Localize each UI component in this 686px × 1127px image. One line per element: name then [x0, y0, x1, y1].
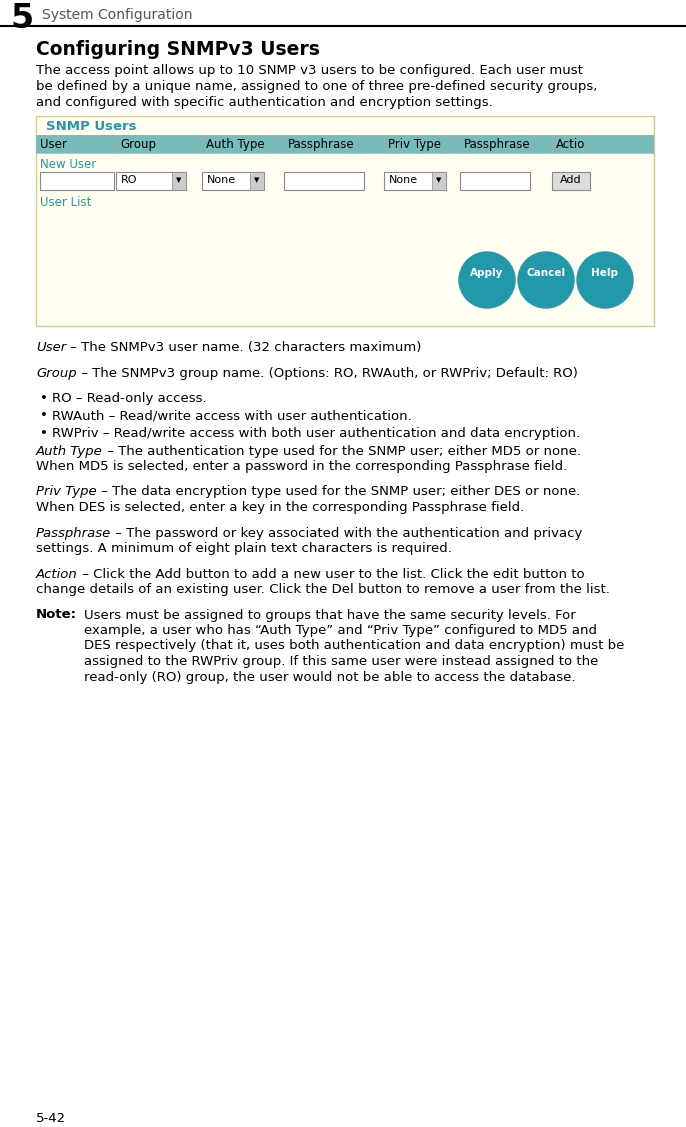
Text: Priv Type: Priv Type	[36, 486, 97, 498]
Bar	[40, 172, 114, 190]
Circle shape	[459, 252, 515, 308]
Bar	[552, 172, 590, 190]
Text: – Click the Add button to add a new user to the list. Click the edit button to: – Click the Add button to add a new user…	[78, 568, 584, 580]
Bar	[384, 172, 446, 190]
Text: – The password or key associated with the authentication and privacy: – The password or key associated with th…	[111, 526, 582, 540]
Bar	[432, 172, 446, 190]
Text: be defined by a unique name, assigned to one of three pre-defined security group: be defined by a unique name, assigned to…	[36, 80, 598, 94]
Text: ▼: ▼	[176, 177, 182, 183]
Text: User: User	[36, 341, 67, 354]
Text: example, a user who has “Auth Type” and “Priv Type” configured to MD5 and: example, a user who has “Auth Type” and …	[84, 624, 597, 637]
Text: Passphrase: Passphrase	[464, 137, 531, 151]
Text: None: None	[389, 175, 418, 185]
Bar	[202, 172, 264, 190]
Text: read-only (RO) group, the user would not be able to access the database.: read-only (RO) group, the user would not…	[84, 671, 576, 683]
Text: and configured with specific authentication and encryption settings.: and configured with specific authenticat…	[36, 96, 493, 109]
Text: Auth Type: Auth Type	[36, 444, 103, 458]
Circle shape	[518, 252, 574, 308]
Text: Cancel: Cancel	[526, 268, 565, 278]
Text: 5-42: 5-42	[36, 1112, 66, 1125]
Text: Actio: Actio	[556, 137, 585, 151]
Text: •: •	[40, 427, 48, 440]
Text: User: User	[40, 137, 67, 151]
Bar	[36, 116, 654, 326]
Text: RWAuth – Read/write access with user authentication.: RWAuth – Read/write access with user aut…	[52, 409, 412, 423]
Text: – The authentication type used for the SNMP user; either MD5 or none.: – The authentication type used for the S…	[103, 444, 581, 458]
Text: Passphrase: Passphrase	[288, 137, 355, 151]
Text: RWPriv – Read/write access with both user authentication and data encryption.: RWPriv – Read/write access with both use…	[52, 427, 580, 440]
Bar	[36, 135, 654, 153]
Text: •: •	[40, 409, 48, 423]
Text: Group: Group	[120, 137, 156, 151]
Text: Group: Group	[36, 366, 77, 380]
Text: – The SNMPv3 user name. (32 characters maximum): – The SNMPv3 user name. (32 characters m…	[67, 341, 422, 354]
Text: Configuring SNMPv3 Users: Configuring SNMPv3 Users	[36, 39, 320, 59]
Text: New User: New User	[40, 158, 96, 171]
Bar	[172, 172, 186, 190]
Text: Passphrase: Passphrase	[36, 526, 111, 540]
Bar	[284, 172, 364, 190]
Text: None: None	[207, 175, 236, 185]
Text: Action: Action	[36, 568, 78, 580]
Text: ▼: ▼	[436, 177, 442, 183]
Text: User List: User List	[40, 196, 91, 208]
Text: – The SNMPv3 group name. (Options: RO, RWAuth, or RWPriv; Default: RO): – The SNMPv3 group name. (Options: RO, R…	[77, 366, 578, 380]
Text: When DES is selected, enter a key in the corresponding Passphrase field.: When DES is selected, enter a key in the…	[36, 502, 524, 514]
Text: DES respectively (that it, uses both authentication and data encryption) must be: DES respectively (that it, uses both aut…	[84, 639, 624, 653]
Text: Auth Type: Auth Type	[206, 137, 265, 151]
Text: – The data encryption type used for the SNMP user; either DES or none.: – The data encryption type used for the …	[97, 486, 580, 498]
Text: •: •	[40, 392, 48, 405]
Text: Apply: Apply	[471, 268, 504, 278]
Text: assigned to the RWPriv group. If this same user were instead assigned to the: assigned to the RWPriv group. If this sa…	[84, 655, 598, 668]
Text: Priv Type: Priv Type	[388, 137, 441, 151]
Text: 5: 5	[10, 2, 33, 35]
Text: The access point allows up to 10 SNMP v3 users to be configured. Each user must: The access point allows up to 10 SNMP v3…	[36, 64, 583, 77]
Text: Note:: Note:	[36, 609, 77, 621]
Bar	[116, 172, 186, 190]
Bar	[460, 172, 530, 190]
Text: System Configuration: System Configuration	[42, 8, 193, 23]
Text: settings. A minimum of eight plain text characters is required.: settings. A minimum of eight plain text …	[36, 542, 452, 554]
Text: RO – Read-only access.: RO – Read-only access.	[52, 392, 206, 405]
Circle shape	[577, 252, 633, 308]
Text: Users must be assigned to groups that have the same security levels. For: Users must be assigned to groups that ha…	[84, 609, 576, 621]
Text: Help: Help	[591, 268, 619, 278]
Text: Add: Add	[560, 175, 582, 185]
Text: change details of an existing user. Click the Del button to remove a user from t: change details of an existing user. Clic…	[36, 583, 610, 596]
Text: RO: RO	[121, 175, 137, 185]
Text: When MD5 is selected, enter a password in the corresponding Passphrase field.: When MD5 is selected, enter a password i…	[36, 460, 567, 473]
Bar	[250, 172, 264, 190]
Text: SNMP Users: SNMP Users	[46, 119, 137, 133]
Text: ▼: ▼	[255, 177, 260, 183]
